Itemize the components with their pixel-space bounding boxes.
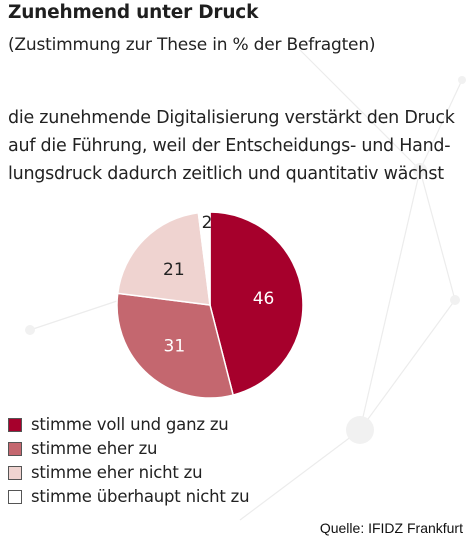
source-note: Quelle: IFIDZ Frankfurt (319, 520, 463, 536)
legend-label: stimme eher nicht zu (31, 463, 203, 482)
pie-chart: 46 31 21 2 (116, 211, 304, 399)
pie-slice-label: 46 (253, 289, 275, 309)
pie-slice-label: 2 (202, 213, 213, 233)
legend-label: stimme voll und ganz zu (31, 415, 229, 434)
survey-statement: die zunehmende Digitalisierung verstärkt… (8, 104, 466, 188)
chart-title: Zunehmend unter Druck (8, 2, 259, 23)
legend-swatch (8, 441, 22, 456)
legend-swatch (8, 489, 22, 504)
survey-statement-line: lungsdruck dadurch zeitlich und quantita… (8, 164, 444, 184)
survey-statement-line: die zunehmende Digitalisierung verstärkt… (8, 108, 455, 128)
legend-swatch (8, 417, 22, 432)
survey-statement-line: auf die Führung, weil der Entscheidungs-… (8, 136, 451, 156)
pie-slice-label: 21 (163, 260, 185, 280)
pie-slice (116, 211, 211, 306)
legend-label: stimme überhaupt nicht zu (31, 487, 250, 506)
legend-item: stimme eher zu (8, 437, 249, 460)
legend-item: stimme eher nicht zu (8, 461, 249, 484)
legend: stimme voll und ganz zu stimme eher zu s… (8, 413, 250, 509)
pie-slice-label: 31 (164, 336, 186, 356)
pie-slice (197, 211, 211, 306)
pie-slice (116, 292, 235, 399)
legend-swatch (8, 465, 22, 480)
pie-slice (209, 211, 304, 396)
chart-subtitle: (Zustimmung zur These in % der Befragten… (8, 35, 376, 55)
legend-item: stimme voll und ganz zu (8, 413, 249, 436)
legend-label: stimme eher zu (31, 439, 158, 458)
legend-item: stimme überhaupt nicht zu (8, 485, 250, 508)
